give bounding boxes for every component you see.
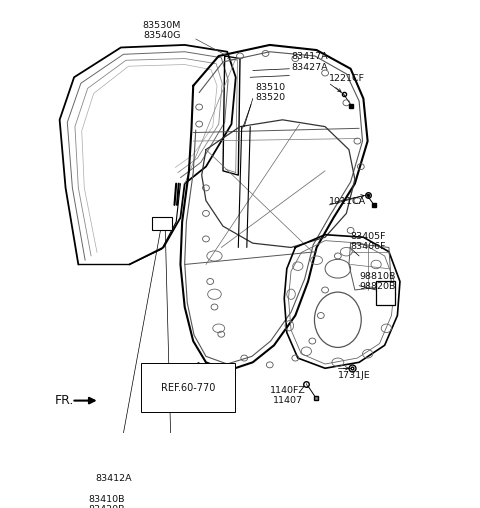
Text: 1011CA: 1011CA [329,197,366,206]
Text: 98810B
98820B: 98810B 98820B [359,272,396,291]
FancyBboxPatch shape [93,469,169,488]
Text: 83510
83520: 83510 83520 [255,83,286,102]
Text: 1221CF: 1221CF [329,75,365,83]
Text: 1731JE: 1731JE [338,370,371,379]
Bar [376,281,395,305]
Text: 83405F
83406F: 83405F 83406F [350,232,386,251]
Text: REF.60-770: REF.60-770 [161,383,215,393]
Text: FR.: FR. [55,394,74,407]
Text: 83412A: 83412A [96,474,132,484]
Text: 83417A
83427A: 83417A 83427A [291,52,328,72]
Text: 83530M
83540G: 83530M 83540G [143,21,181,40]
Bar [152,217,172,231]
Text: 83410B
83420B: 83410B 83420B [88,495,125,508]
Text: 1140FZ
11407: 1140FZ 11407 [270,386,306,405]
